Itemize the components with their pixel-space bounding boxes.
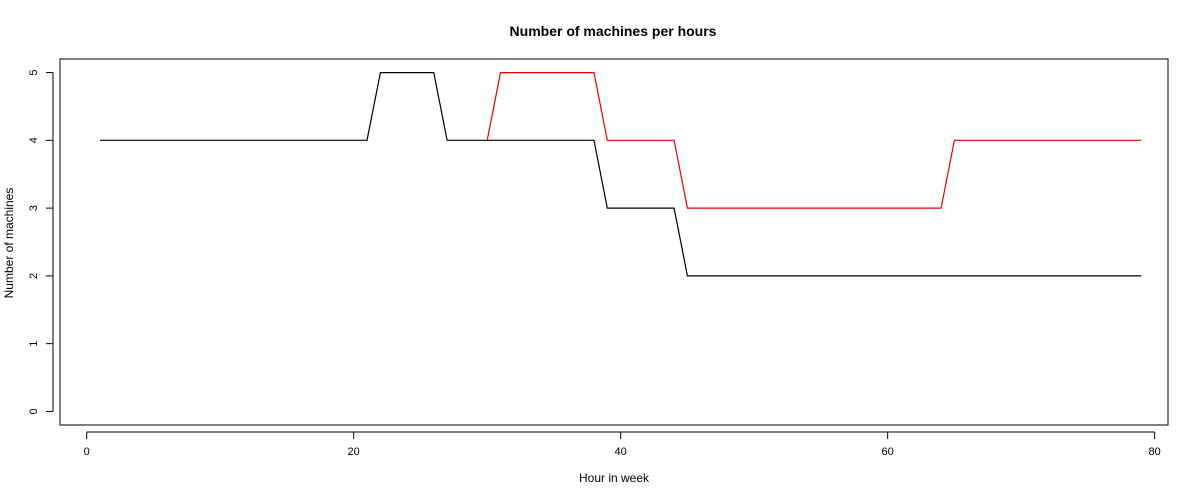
x-tick-label: 20 xyxy=(348,446,360,458)
y-axis: 0 1 2 3 4 5 xyxy=(28,69,54,415)
y-tick-label: 5 xyxy=(28,69,40,75)
y-tick-label: 4 xyxy=(28,137,40,143)
x-tick-label: 40 xyxy=(615,446,627,458)
series-layer xyxy=(100,71,1142,277)
x-axis: 0 20 40 60 80 xyxy=(84,431,1161,458)
y-tick-label: 0 xyxy=(28,408,40,414)
y-axis-label: Number of machines xyxy=(2,188,16,299)
x-tick-label: 80 xyxy=(1149,446,1161,458)
y-tick-label: 1 xyxy=(28,341,40,347)
y-tick-label: 3 xyxy=(28,205,40,211)
x-tick-label: 0 xyxy=(84,446,90,458)
plot-area-frame xyxy=(59,58,1169,426)
y-tick-label: 2 xyxy=(28,273,40,279)
x-tick-label: 60 xyxy=(882,446,894,458)
x-axis-label: Hour in week xyxy=(579,471,650,485)
series-line-1 xyxy=(100,71,1142,277)
series-line-2 xyxy=(486,71,1142,209)
chart-title: Number of machines per hours xyxy=(510,23,717,39)
